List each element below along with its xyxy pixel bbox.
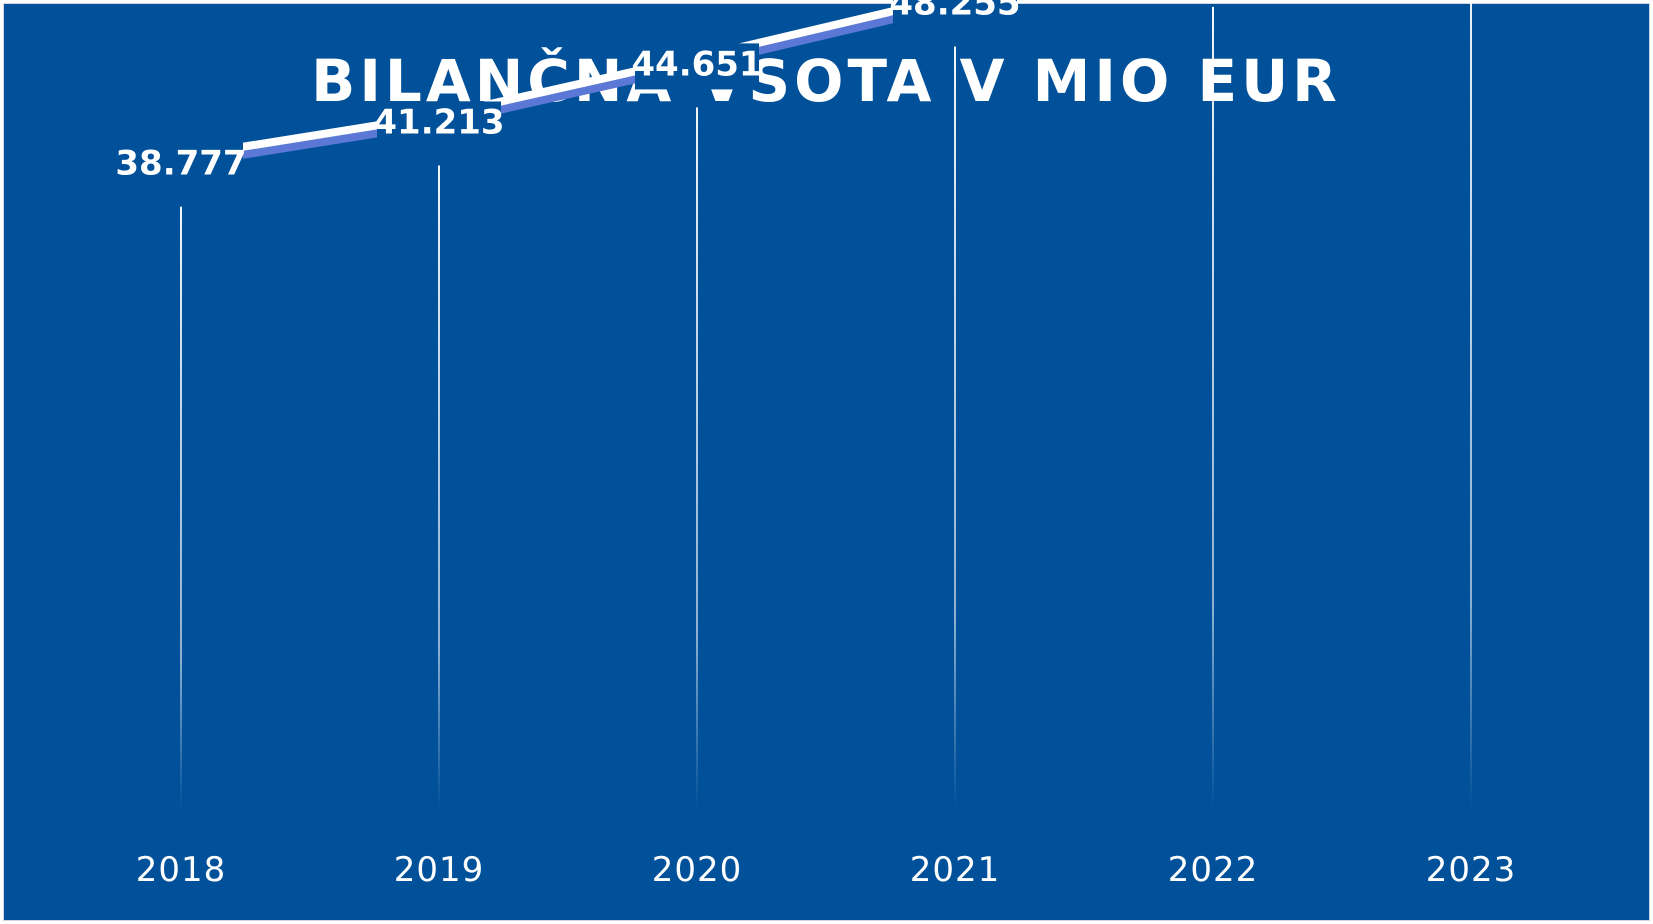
x-tick-2022: 2022 [1168,850,1259,890]
drop-line-2020 [696,107,698,809]
data-label-2020: 44.651 [631,44,762,84]
drop-lines [180,0,1472,809]
x-tick-2020: 2020 [652,850,743,890]
data-label-2019: 41.213 [373,103,504,143]
data-label-2018: 38.777 [115,144,246,184]
drop-line-2023 [1470,0,1472,809]
drop-line-2018 [180,206,182,808]
x-tick-2019: 2019 [394,850,485,890]
x-tick-2023: 2023 [1426,850,1517,890]
data-label-background [119,142,243,189]
x-tick-2018: 2018 [136,850,227,890]
data-label-background [893,0,1017,29]
data-label-background [377,101,501,148]
drop-line-2022 [1212,6,1214,809]
x-axis-tick-labels: 2018 2019 2020 2021 2022 2023 [136,850,1517,890]
chart-background [3,3,1650,921]
drop-line-2021 [954,46,956,809]
data-label-2021: 48.255 [889,0,1020,23]
drop-line-2019 [438,165,440,808]
data-label-background [635,43,759,90]
x-tick-2021: 2021 [910,850,1001,890]
